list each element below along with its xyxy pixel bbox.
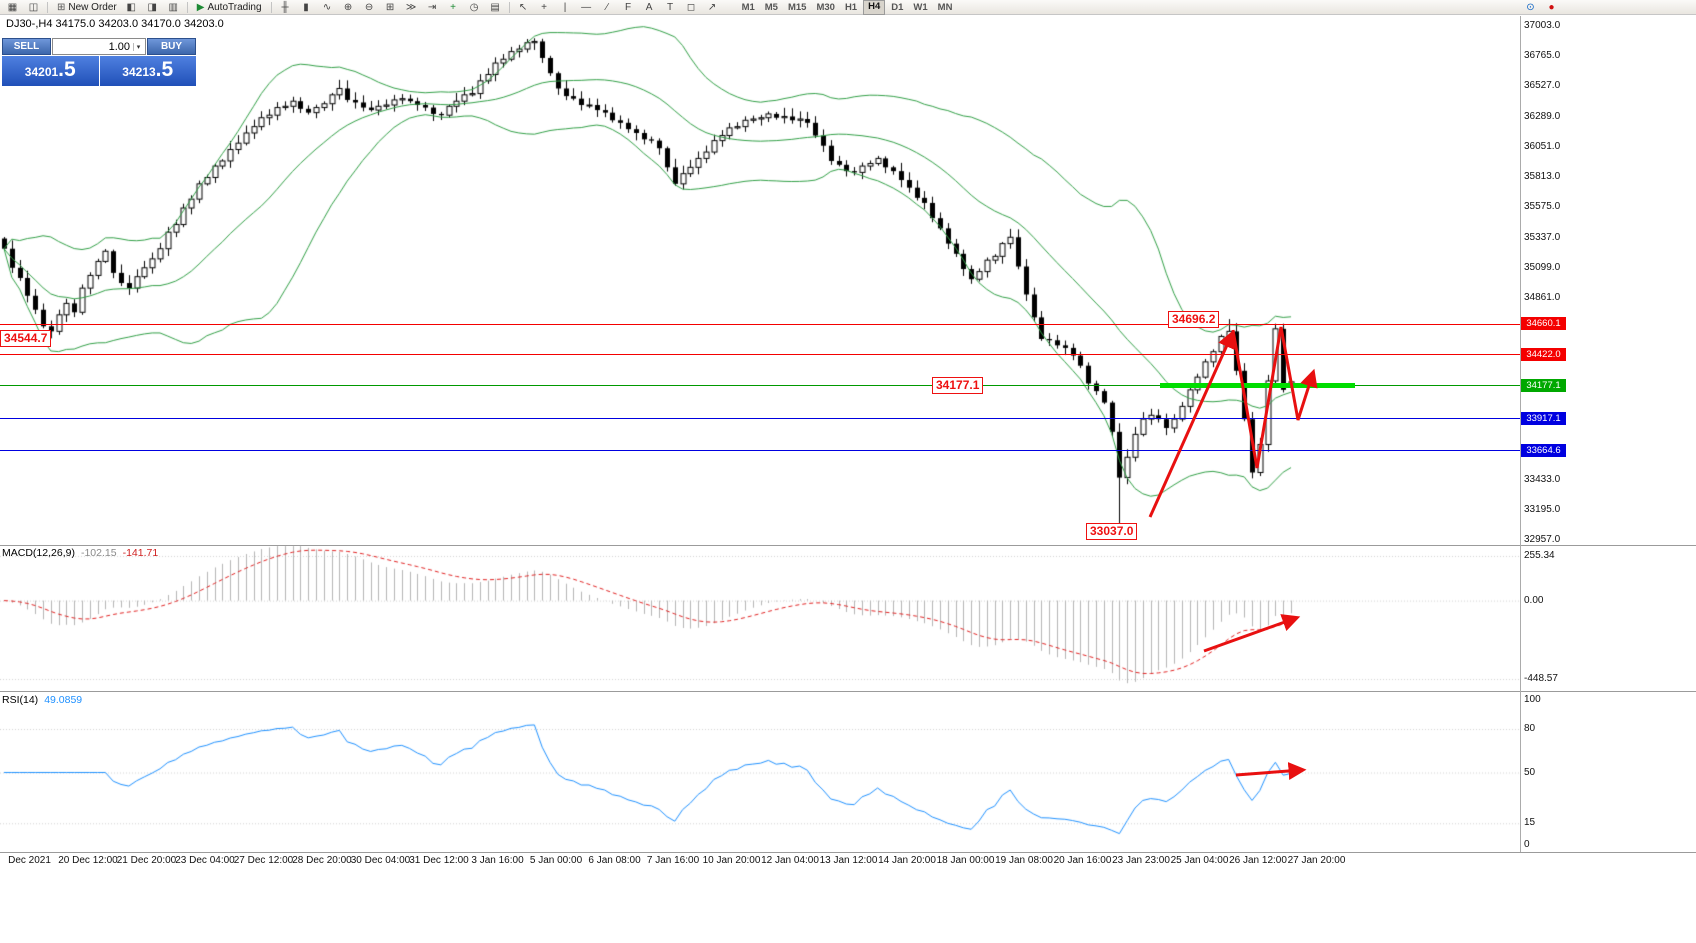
macd-main-value: -102.15 bbox=[80, 547, 117, 559]
market-watch-icon[interactable]: ◧ bbox=[126, 1, 136, 13]
buy-price-fraction: .5 bbox=[155, 58, 174, 81]
navigator-icon[interactable]: ◨ bbox=[147, 1, 157, 13]
timeframe-h4-button[interactable]: H4 bbox=[863, 0, 886, 15]
chart-shift-icon[interactable]: ⇥ bbox=[427, 1, 437, 13]
macd-panel-divider[interactable] bbox=[0, 545, 1696, 546]
new-order-icon: ⊞ bbox=[57, 1, 66, 13]
crosshair-icon[interactable]: + bbox=[541, 1, 547, 13]
toolbar-chart-group: ╫ ▮ ∿ ⊕ ⊖ ⊞ ≫ ⇥ + ◷ ▤ bbox=[276, 1, 505, 14]
template-icon[interactable]: ▤ bbox=[490, 1, 500, 13]
volume-input[interactable]: 1.00 ▾ bbox=[52, 38, 146, 55]
indicators-icon[interactable]: + bbox=[450, 1, 456, 13]
order-panel-row: SELL 1.00 ▾ BUY bbox=[2, 38, 196, 55]
toolbar-file-group: ▦ ◫ bbox=[3, 1, 43, 14]
rsi-label: RSI(14) 49.0859 bbox=[2, 694, 82, 706]
sell-price-button[interactable]: 34201.5 bbox=[2, 56, 99, 86]
bar-chart-icon[interactable]: ╫ bbox=[281, 1, 289, 13]
rsi-panel-divider[interactable] bbox=[0, 691, 1696, 692]
timeframe-mn-button[interactable]: MN bbox=[937, 1, 953, 13]
record-icon[interactable]: ● bbox=[1548, 1, 1555, 13]
time-axis-divider bbox=[0, 852, 1696, 853]
sell-price-base: 34201 bbox=[24, 65, 59, 79]
volume-spinner-icon[interactable]: ▾ bbox=[133, 42, 143, 51]
macd-name: MACD(12,26,9) bbox=[2, 547, 75, 559]
search-icon[interactable]: ⊙ bbox=[1526, 1, 1535, 13]
autotrading-button[interactable]: ▶ AutoTrading bbox=[192, 0, 267, 14]
timeframe-h1-button[interactable]: H1 bbox=[844, 1, 858, 13]
autotrading-label: AutoTrading bbox=[207, 1, 262, 13]
volume-value[interactable]: 1.00 bbox=[108, 40, 130, 53]
new-order-button[interactable]: ⊞ New Order bbox=[52, 0, 122, 14]
cursor-icon[interactable]: ↖ bbox=[518, 1, 528, 13]
arrows-icon[interactable]: ↗ bbox=[707, 1, 717, 13]
toolbar-separator bbox=[186, 1, 188, 13]
fibonacci-icon[interactable]: F bbox=[625, 1, 632, 13]
candlestick-chart-icon[interactable]: ▮ bbox=[303, 1, 309, 13]
toolbar-separator bbox=[47, 1, 48, 13]
new-order-label: New Order bbox=[68, 1, 117, 13]
rsi-value: 49.0859 bbox=[44, 694, 83, 706]
new-chart-icon[interactable]: ▦ bbox=[7, 1, 18, 13]
terminal-icon[interactable]: ▥ bbox=[168, 1, 178, 13]
timeframe-m15-button[interactable]: M15 bbox=[787, 1, 807, 13]
auto-scroll-icon[interactable]: ≫ bbox=[405, 1, 417, 13]
text-icon[interactable]: A bbox=[645, 1, 653, 13]
timeframe-m30-button[interactable]: M30 bbox=[816, 1, 835, 13]
macd-signal-value: -141.71 bbox=[122, 547, 159, 559]
buy-price-base: 34213 bbox=[122, 65, 156, 79]
vertical-line-icon[interactable]: | bbox=[563, 1, 567, 13]
buy-button[interactable]: BUY bbox=[147, 38, 196, 55]
toolbar: ▦ ◫ ⊞ New Order ◧ ◨ ▥ ▶ AutoTrading ╫ ▮ ∿ ⊕ ⊖ ⊞ ≫… bbox=[0, 0, 1696, 15]
line-chart-icon[interactable]: ∿ bbox=[322, 1, 332, 13]
sell-button[interactable]: SELL bbox=[2, 38, 51, 55]
toolbar-separator bbox=[270, 1, 272, 13]
label-icon[interactable]: T bbox=[667, 1, 674, 13]
autotrading-icon: ▶ bbox=[196, 1, 205, 13]
timeframe-m5-button[interactable]: M5 bbox=[764, 1, 778, 13]
toolbar-panels-group: ◧ ◨ ▥ bbox=[122, 1, 183, 14]
toolbar-right-group: ⊙ ● bbox=[1521, 1, 1561, 14]
chart-title: DJ30-,H4 34175.0 34203.0 34170.0 34203.0 bbox=[6, 18, 224, 30]
rsi-name: RSI(14) bbox=[2, 694, 39, 706]
tile-windows-icon[interactable]: ⊞ bbox=[385, 1, 395, 13]
timeframe-w1-button[interactable]: W1 bbox=[913, 1, 928, 13]
timeframe-m1-button[interactable]: M1 bbox=[741, 1, 755, 13]
buy-price-button[interactable]: 34213.5 bbox=[99, 56, 196, 86]
macd-label: MACD(12,26,9) -102.15 -141.71 bbox=[2, 547, 158, 559]
horizontal-line-icon[interactable]: — bbox=[581, 1, 592, 13]
zoom-in-icon[interactable]: ⊕ bbox=[343, 1, 353, 13]
toolbar-separator bbox=[508, 1, 510, 13]
trendline-icon[interactable]: ∕ bbox=[606, 1, 608, 13]
toolbar-draw-group: ↖ + | — ∕ F A T ◻ ↗ bbox=[514, 1, 722, 14]
shapes-icon[interactable]: ◻ bbox=[686, 1, 696, 13]
price-axis-divider bbox=[1520, 16, 1521, 852]
sell-price-fraction: .5 bbox=[58, 58, 76, 81]
one-click-trading-panel: SELL 1.00 ▾ BUY 34201.5 34213.5 bbox=[2, 38, 196, 86]
timeframe-group: M1 M5 M15 M30 H1 H4 D1 W1 MN bbox=[738, 0, 957, 15]
timeframe-d1-button[interactable]: D1 bbox=[891, 1, 904, 13]
periods-icon[interactable]: ◷ bbox=[469, 1, 479, 13]
zoom-out-icon[interactable]: ⊖ bbox=[364, 1, 374, 13]
profiles-icon[interactable]: ◫ bbox=[28, 1, 39, 13]
order-panel-prices: 34201.5 34213.5 bbox=[2, 56, 196, 86]
